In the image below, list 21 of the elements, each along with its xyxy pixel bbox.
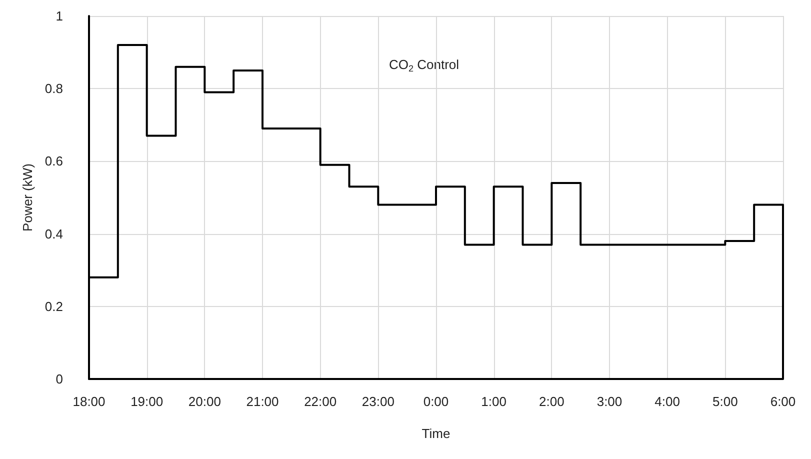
x-tick-label: 23:00 (362, 394, 394, 409)
x-tick-label: 5:00 (712, 394, 738, 409)
x-tick-label: 22:00 (304, 394, 337, 409)
x-tick-label: 19:00 (130, 394, 164, 409)
x-tick-label: 20:00 (188, 394, 221, 409)
y-tick-label: 0 (56, 372, 63, 386)
x-tick-label: 4:00 (654, 394, 680, 409)
y-axis-title: Power (kW) (20, 164, 36, 232)
y-tick-label: 1 (56, 8, 63, 24)
x-tick-label: 18:00 (72, 394, 106, 409)
y-tick-label: 0.8 (44, 81, 63, 96)
y-tick-label: 0.4 (44, 226, 63, 242)
x-tick-label: 2:00 (539, 394, 564, 409)
x-tick-label: 6:00 (770, 394, 796, 409)
x-tick-label: 1:00 (481, 394, 506, 409)
y-tick-label: 0.6 (44, 154, 63, 169)
x-tick-label: 0:00 (423, 394, 449, 409)
x-tick-label: 21:00 (246, 394, 279, 409)
x-axis-title: Time (422, 426, 450, 441)
y-tick-label: 0.2 (44, 298, 63, 314)
x-tick-label: 3:00 (596, 394, 622, 409)
